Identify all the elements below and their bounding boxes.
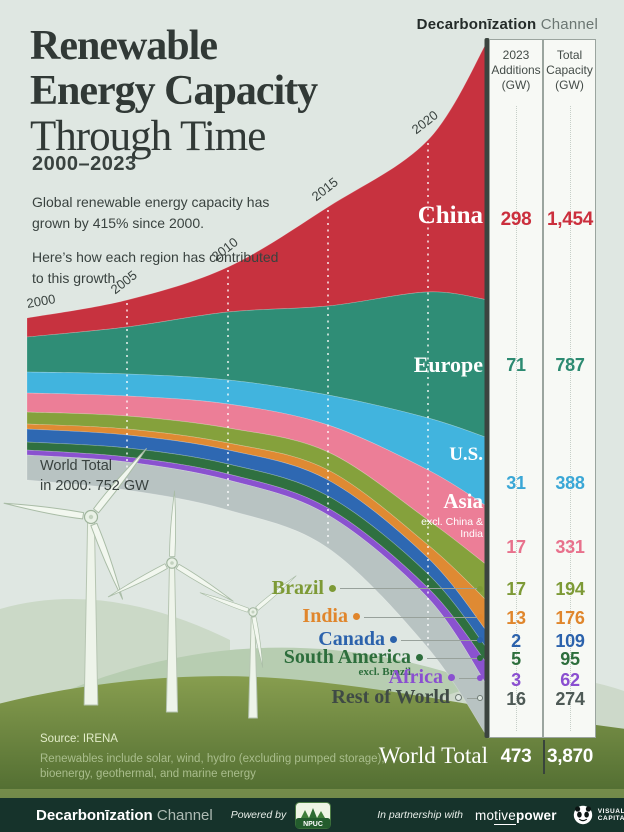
stacked-area-bands (26, 38, 489, 740)
methodology-note: Renewables include solar, wind, hydro (e… (40, 753, 385, 780)
india-leader-line (364, 617, 480, 619)
brazil-total: 194 (555, 579, 585, 599)
intro-paragraph-2: Here’s how each region has contributed t… (32, 249, 279, 286)
wind-turbine-large (3, 445, 150, 706)
panda-icon (573, 805, 592, 825)
rest-of-world-dot (455, 694, 462, 701)
year-gridlines (126, 143, 429, 646)
additions-column-panel: 2023 Additions (GW) (489, 39, 543, 738)
asia-total: 331 (555, 537, 585, 557)
decarbonization-channel-logo: Decarbonīzation Channel (417, 16, 598, 33)
label-canada: Canada (318, 628, 397, 651)
label-india: India (302, 605, 360, 628)
label-europe: Europe (413, 352, 483, 377)
china-total: 1,454 (546, 209, 594, 230)
africa-additions: 3 (511, 670, 521, 690)
south-america-total: 95 (560, 649, 580, 669)
south-america-additions: 5 (511, 649, 521, 669)
brazil-dot (329, 585, 336, 592)
world-total-additions: 473 (500, 746, 532, 767)
logo-light: Channel (540, 16, 598, 33)
us-additions: 31 (506, 473, 526, 493)
partnership-text: In partnership with (377, 809, 463, 821)
brazil-edge-dot (477, 586, 483, 592)
powered-by-text: Powered by (230, 809, 287, 821)
europe-additions: 71 (506, 355, 526, 375)
wind-turbine-medium (106, 490, 236, 713)
footer-bar: Decarbonīzation Channel Powered by NPUC … (0, 798, 624, 832)
europe-total: 787 (555, 355, 585, 375)
rest-of-world-leader-line (467, 698, 480, 700)
south-america-leader-line (427, 658, 480, 660)
intro-text: Global renewable energy capacity has gro… (32, 192, 282, 289)
wind-turbines (3, 445, 298, 719)
page-title: Renewable Energy Capacity Through Time (30, 23, 318, 160)
logo-bold: Decarbonīzation (416, 16, 537, 33)
india-edge-dot (477, 614, 483, 620)
asia-additions: 17 (506, 537, 526, 557)
china-additions: 298 (500, 209, 532, 230)
additions-column-header: 2023 Additions (GW) (491, 48, 541, 92)
label-south-america: South America excl. Brazil (284, 647, 423, 678)
africa-leader-line (459, 678, 480, 680)
world-total-label: World Total (378, 743, 488, 768)
capacity-column-header: Total Capacity (GW) (546, 48, 593, 92)
wind-turbine-small (198, 573, 298, 719)
south-america-dot (416, 654, 423, 661)
motivepower-logo: motivepower (475, 807, 557, 825)
canada-additions: 2 (511, 631, 521, 651)
npuc-logo: NPUC (295, 801, 332, 829)
south-america-edge-dot (477, 655, 483, 661)
canada-total: 109 (555, 631, 585, 651)
world-total-capacity: 3,870 (546, 746, 594, 767)
africa-total: 62 (560, 670, 580, 690)
svg-text:NPUC: NPUC (303, 821, 323, 828)
label-south-america-sub: excl. Brazil (358, 666, 411, 678)
canada-leader-line (401, 640, 480, 642)
visual-capitalist-logo: VISUAL CAPITALIST (573, 805, 624, 825)
canada-dot (390, 636, 397, 643)
band-rest-of-world (26, 454, 489, 740)
foreground-hill (0, 676, 624, 800)
world-total-2000-annotation: World Total in 2000: 752 GW (40, 458, 149, 494)
india-additions: 13 (506, 608, 526, 628)
capacity-column-panel: Total Capacity (GW) (543, 39, 596, 738)
label-brazil: Brazil (272, 577, 336, 600)
brazil-additions: 17 (506, 579, 526, 599)
intro-paragraph-1: Global renewable energy capacity has gro… (32, 194, 270, 231)
rest-of-world-total: 274 (555, 689, 585, 709)
label-africa: Africa (389, 666, 455, 689)
source-note: Source: IRENA (40, 733, 118, 745)
footer-brand-logo: Decarbonīzation Channel (36, 806, 213, 824)
rest-of-world-edge-dot (477, 695, 483, 701)
canada-edge-dot (477, 637, 483, 643)
chart-right-edge (484, 38, 490, 738)
world-total-divider (543, 740, 545, 774)
date-range: 2000–2023 (32, 153, 137, 175)
label-china: China (417, 202, 483, 229)
rest-of-world-additions: 16 (506, 689, 526, 709)
brazil-leader-line (340, 588, 480, 590)
label-rest-of-world: Rest of World (331, 686, 462, 709)
africa-edge-dot (477, 675, 483, 681)
africa-dot (448, 674, 455, 681)
us-total: 388 (555, 473, 585, 493)
label-asia: Asia excl. China & India (403, 489, 483, 540)
label-asia-sub: excl. China & India (421, 516, 483, 540)
india-dot (353, 613, 360, 620)
india-total: 176 (555, 608, 585, 628)
label-us: U.S. (449, 444, 483, 465)
